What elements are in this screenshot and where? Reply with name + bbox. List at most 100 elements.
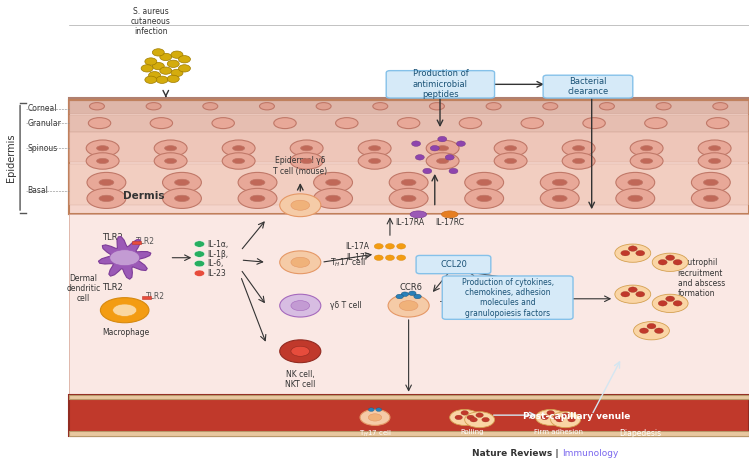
Ellipse shape [521,118,544,129]
Ellipse shape [250,195,265,202]
Circle shape [455,415,463,420]
Ellipse shape [401,179,416,186]
Bar [69,431,748,436]
Circle shape [658,259,668,265]
Ellipse shape [164,146,177,151]
Ellipse shape [154,140,187,157]
Text: γδ T cell: γδ T cell [330,301,362,310]
Text: Bacterial
clearance: Bacterial clearance [567,77,608,96]
Circle shape [412,141,421,146]
Ellipse shape [704,195,718,202]
Circle shape [368,408,374,411]
Ellipse shape [430,103,445,110]
Text: Post-capillary venule: Post-capillary venule [523,412,631,421]
Ellipse shape [652,253,688,272]
Text: TLR2: TLR2 [146,292,164,301]
Text: NK cell,
NKT cell: NK cell, NKT cell [285,370,316,389]
FancyBboxPatch shape [386,71,494,98]
Ellipse shape [436,146,448,151]
Bar [69,115,748,132]
Ellipse shape [175,179,189,186]
Ellipse shape [436,159,448,164]
Circle shape [438,136,447,142]
FancyBboxPatch shape [416,256,491,274]
Ellipse shape [399,301,418,310]
Ellipse shape [280,251,321,274]
Circle shape [666,296,675,302]
Ellipse shape [97,146,109,151]
Circle shape [666,255,675,260]
Circle shape [141,65,153,72]
Text: IL-17F: IL-17F [346,253,369,262]
Circle shape [476,413,483,417]
Ellipse shape [89,103,104,110]
Ellipse shape [291,346,310,356]
Text: Corneal: Corneal [28,104,57,113]
Ellipse shape [599,103,614,110]
Ellipse shape [335,118,358,129]
Ellipse shape [86,140,119,157]
Ellipse shape [163,189,202,208]
Ellipse shape [358,140,391,157]
Ellipse shape [426,140,459,157]
Text: Epidermal γδ
T cell (mouse): Epidermal γδ T cell (mouse) [273,156,327,175]
Ellipse shape [301,146,313,151]
Ellipse shape [291,200,310,210]
Ellipse shape [442,211,458,218]
Circle shape [397,255,406,260]
Ellipse shape [202,103,217,110]
Ellipse shape [465,189,503,208]
Circle shape [401,292,409,296]
Polygon shape [98,237,151,279]
Circle shape [167,60,179,68]
Circle shape [194,270,205,276]
Ellipse shape [692,189,730,208]
Ellipse shape [630,153,663,169]
Text: Rolling: Rolling [460,429,484,435]
Circle shape [482,417,489,422]
Ellipse shape [250,179,265,186]
Ellipse shape [301,159,313,164]
FancyBboxPatch shape [442,276,573,319]
Ellipse shape [698,140,731,157]
Circle shape [562,413,569,417]
Circle shape [461,410,469,415]
Text: TLR2: TLR2 [102,233,123,242]
Ellipse shape [164,159,177,164]
Ellipse shape [459,118,482,129]
Circle shape [568,417,575,422]
Ellipse shape [238,189,277,208]
Circle shape [160,53,172,61]
Ellipse shape [368,159,381,164]
Circle shape [152,49,164,56]
Ellipse shape [398,118,420,129]
Ellipse shape [572,146,585,151]
Text: Epidermis: Epidermis [6,133,16,182]
Text: Macrophage: Macrophage [102,328,149,337]
Ellipse shape [389,173,428,192]
Ellipse shape [615,285,651,303]
Ellipse shape [360,409,390,425]
Bar [132,241,141,244]
Text: T$_H$17 cell: T$_H$17 cell [330,256,366,269]
Text: Dermis: Dermis [122,191,164,201]
Ellipse shape [238,173,277,192]
Ellipse shape [314,173,352,192]
Ellipse shape [706,118,729,129]
Circle shape [430,145,439,151]
Ellipse shape [358,153,391,169]
Ellipse shape [163,173,202,192]
Ellipse shape [389,189,428,208]
Circle shape [541,415,548,420]
Ellipse shape [232,159,244,164]
Ellipse shape [290,140,323,157]
Circle shape [621,292,630,297]
Ellipse shape [616,189,655,208]
Bar [69,98,748,214]
Circle shape [145,76,157,83]
Circle shape [171,51,183,58]
Text: Nature Reviews |: Nature Reviews | [472,449,562,459]
Circle shape [409,291,416,295]
Circle shape [636,250,645,256]
Ellipse shape [583,118,605,129]
